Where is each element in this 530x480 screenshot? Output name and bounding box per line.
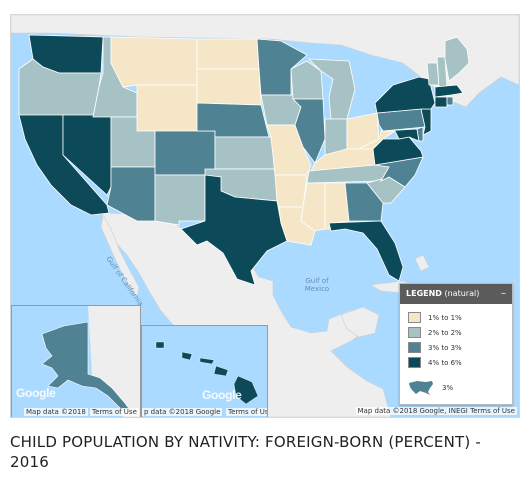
legend-label: 4% to 6%	[428, 358, 462, 367]
state-KS[interactable]	[214, 136, 276, 170]
map-legend: LEGEND (natural) – 1% to 1% 2% to 2% 3% …	[399, 283, 513, 405]
mexico-land	[100, 212, 392, 417]
usa-value: 3%	[442, 384, 454, 392]
state-HI[interactable]	[233, 375, 259, 405]
state-FL[interactable]	[328, 220, 404, 282]
state-NY[interactable]	[374, 76, 436, 114]
state-HI-molokai[interactable]	[199, 357, 215, 365]
legend-item: 3% to 3%	[400, 340, 512, 355]
canada-land	[11, 15, 519, 108]
legend-swatch-2	[408, 327, 421, 338]
state-RI[interactable]	[446, 96, 454, 106]
map-caption: CHILD POPULATION BY NATIVITY: FOREIGN-BO…	[10, 433, 481, 471]
legend-usa-total: 3%	[400, 370, 512, 404]
legend-item: 2% to 2%	[400, 325, 512, 340]
state-IL[interactable]	[292, 98, 326, 164]
google-logo-alaska: Google	[16, 386, 56, 400]
legend-swatch-1	[408, 312, 421, 323]
legend-item: 4% to 6%	[400, 355, 512, 370]
map-viewport[interactable]: Gulf of Mexico Gulf of California Google…	[10, 14, 520, 418]
legend-swatch-3	[408, 342, 421, 353]
baja-land	[100, 214, 140, 298]
state-CO[interactable]	[154, 130, 216, 176]
state-VT[interactable]	[426, 62, 440, 86]
legend-label: 1% to 1%	[428, 313, 462, 322]
legend-collapse-button[interactable]: –	[501, 288, 506, 299]
legend-swatch-4	[408, 357, 421, 368]
hawaii-map-credit: p data ©2018 Google	[142, 408, 223, 416]
google-logo-hawaii: Google	[202, 388, 242, 402]
hawaii-terms-link[interactable]: Terms of Use	[226, 408, 267, 416]
state-TX[interactable]	[180, 174, 288, 286]
state-SD[interactable]	[196, 68, 262, 106]
us-map[interactable]	[11, 15, 519, 417]
state-HI-kauai[interactable]	[155, 341, 165, 349]
state-CT[interactable]	[434, 96, 448, 108]
state-VA[interactable]	[372, 136, 424, 166]
legend-label: 3% to 3%	[428, 343, 462, 352]
bahamas-land	[414, 254, 430, 272]
state-HI-maui[interactable]	[213, 365, 229, 377]
state-ME[interactable]	[444, 36, 470, 82]
state-MN[interactable]	[256, 38, 308, 96]
legend-header[interactable]: LEGEND (natural) –	[400, 284, 512, 304]
state-WI[interactable]	[290, 60, 324, 100]
legend-title: LEGEND	[406, 289, 442, 298]
state-DE[interactable]	[416, 126, 424, 142]
gulf-of-mexico-label: Gulf of Mexico	[304, 277, 330, 293]
state-GA[interactable]	[344, 182, 384, 222]
state-HI-oahu[interactable]	[181, 351, 193, 361]
alaska-inset[interactable]: Google Map data ©2018 Terms of Use	[11, 305, 141, 417]
state-ND[interactable]	[196, 38, 260, 70]
state-AR[interactable]	[274, 174, 308, 208]
yucatan-land	[340, 306, 380, 338]
legend-subtitle: (natural)	[444, 289, 480, 298]
state-AK[interactable]	[41, 321, 131, 411]
hawaii-inset[interactable]: Google p data ©2018 Google Terms of Use	[141, 325, 268, 417]
usa-silhouette-icon	[409, 381, 433, 395]
state-NM[interactable]	[154, 174, 206, 226]
alaska-terms-link[interactable]: Terms of Use	[90, 408, 139, 416]
state-NC[interactable]	[374, 156, 424, 188]
state-MT[interactable]	[110, 36, 198, 88]
legend-label: 2% to 2%	[428, 328, 462, 337]
legend-item: 1% to 1%	[400, 310, 512, 325]
main-map-credit[interactable]: Map data ©2018 Google, INEGI Terms of Us…	[355, 407, 517, 415]
state-MA[interactable]	[434, 84, 464, 98]
state-WY[interactable]	[136, 84, 198, 132]
alaska-map-credit: Map data ©2018	[24, 408, 88, 416]
state-AZ[interactable]	[106, 166, 156, 222]
